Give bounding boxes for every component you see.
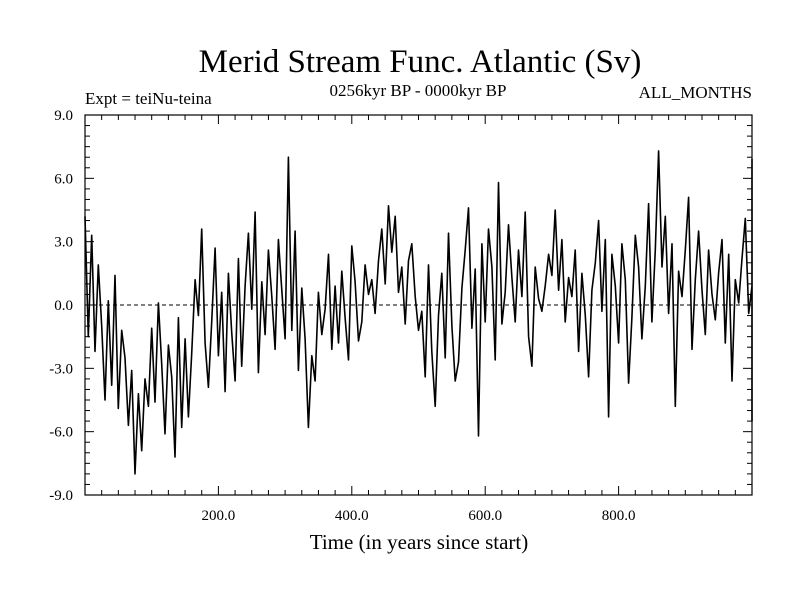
axis-tick-labels: 200.0 400.0 600.0 800.0 -9.0 -6.0 -3.0 0.0 3.0 6.… (49, 108, 635, 524)
y-tick-label: -3.0 (49, 361, 73, 377)
x-tick-label: 200.0 (202, 508, 236, 524)
x-tick-label: 400.0 (335, 508, 369, 524)
x-tick-label: 600.0 (468, 508, 502, 524)
y-tick-label: -9.0 (49, 488, 73, 504)
x-axis-label: Time (in years since start) (310, 530, 529, 554)
y-tick-label: -6.0 (49, 425, 73, 441)
series-line-merid-stream (84, 150, 753, 475)
y-tick-label: 9.0 (54, 108, 73, 124)
time-range-label: 0256kyr BP - 0000kyr BP (330, 81, 507, 100)
y-tick-label: 3.0 (54, 235, 73, 251)
y-tick-label: 6.0 (54, 171, 73, 187)
months-label: ALL_MONTHS (639, 83, 752, 102)
x-tick-label: 800.0 (602, 508, 636, 524)
y-tick-label: 0.0 (54, 298, 73, 314)
chart-title: Merid Stream Func. Atlantic (Sv) (199, 44, 642, 80)
experiment-label: Expt = teiNu-teina (85, 89, 212, 108)
